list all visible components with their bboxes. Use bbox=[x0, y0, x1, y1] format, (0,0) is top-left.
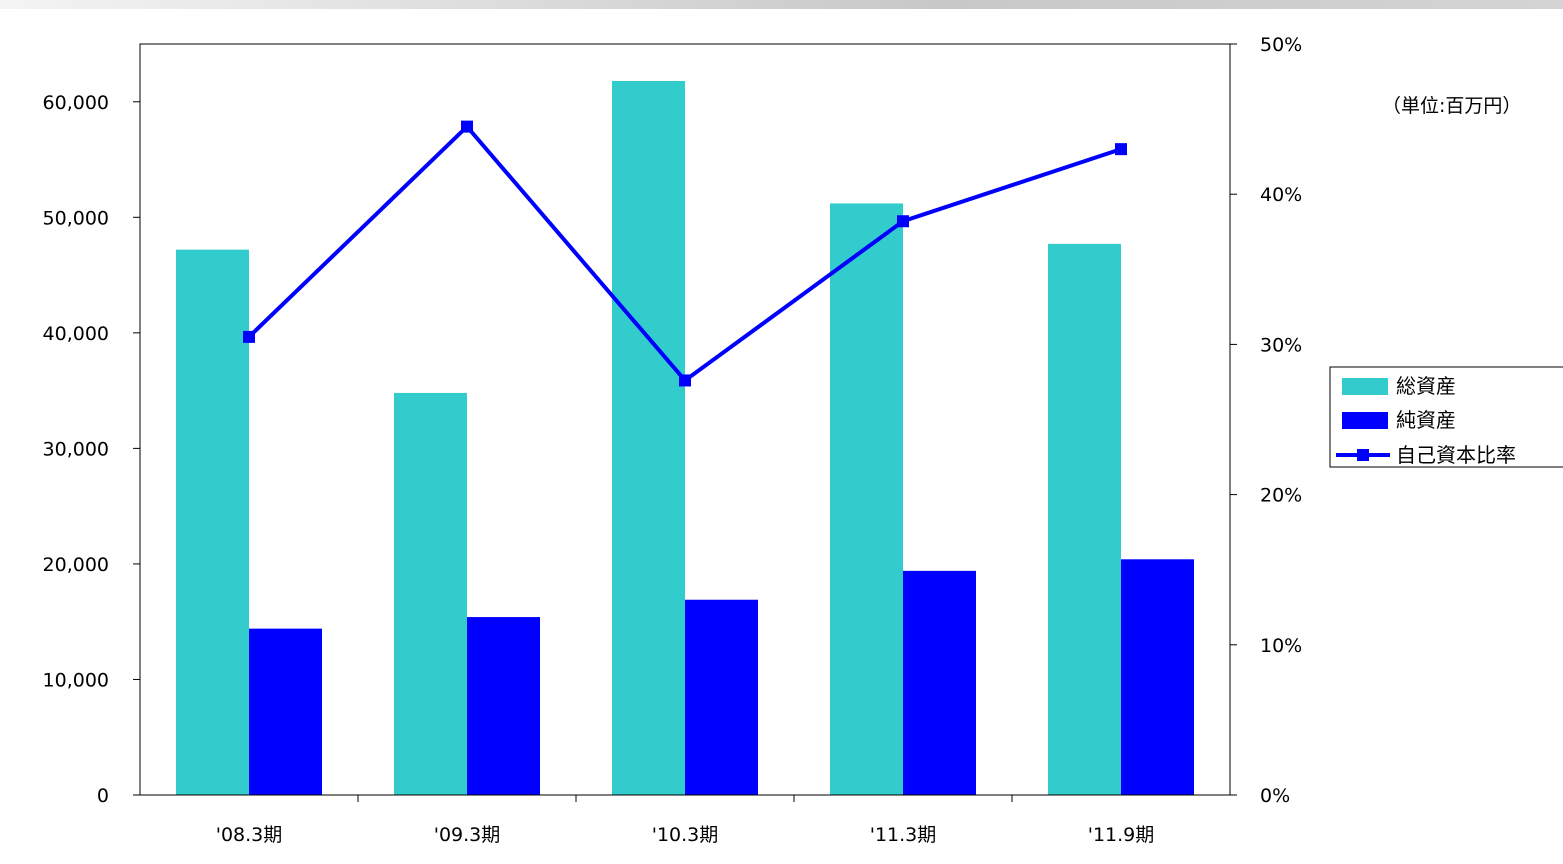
unit-label: （単位:百万円） bbox=[1382, 95, 1521, 117]
bar-total-assets-4 bbox=[1048, 243, 1121, 796]
y-left-tick-label-3: 30,000 bbox=[43, 438, 109, 460]
legend-marker-equity-ratio bbox=[1357, 449, 1369, 461]
legend-label-net-assets: 純資産 bbox=[1396, 408, 1456, 432]
bar-net-assets-1 bbox=[467, 617, 540, 795]
marker-equity-ratio-4 bbox=[1115, 143, 1127, 156]
legend-swatch-net-assets bbox=[1342, 412, 1388, 429]
ticks-layer: '08.3期 '09.3期 '10.3期 '11.3期 '11.9期 0 10,000 20,… bbox=[43, 34, 1303, 846]
y-left-tick-label-6: 60,000 bbox=[43, 92, 109, 114]
legend-label-total-assets: 総資産 bbox=[1396, 374, 1456, 398]
bar-net-assets-0 bbox=[249, 628, 322, 795]
legend-label-equity-ratio: 自己資本比率 bbox=[1396, 443, 1516, 467]
y-right-tick-label-4: 40% bbox=[1260, 184, 1302, 206]
legend: 総資産 純資産 自己資本比率 bbox=[1329, 366, 1563, 468]
bar-net-assets-3 bbox=[903, 570, 976, 795]
y-left-tick-label-4: 40,000 bbox=[43, 323, 109, 345]
y-right-tick-label-5: 50% bbox=[1260, 34, 1302, 56]
y-right-tick-label-0: 0% bbox=[1260, 785, 1290, 807]
legend-swatch-total-assets bbox=[1342, 378, 1388, 395]
bar-total-assets-2 bbox=[612, 80, 685, 796]
bar-total-assets-3 bbox=[830, 203, 903, 796]
bar-total-assets-0 bbox=[176, 249, 249, 796]
line-layer bbox=[243, 120, 1127, 387]
y-left-tick-label-5: 50,000 bbox=[43, 207, 109, 229]
x-tick-label-0: '08.3期 bbox=[216, 824, 283, 846]
top-gradient-bar bbox=[0, 0, 1563, 9]
axes-layer bbox=[139, 43, 1231, 796]
bar-total-assets-1 bbox=[394, 392, 467, 795]
bars-layer bbox=[176, 80, 1194, 796]
x-tick-label-3: '11.3期 bbox=[870, 824, 937, 846]
marker-equity-ratio-2 bbox=[679, 374, 691, 387]
marker-equity-ratio-1 bbox=[461, 120, 473, 133]
y-left-tick-label-0: 0 bbox=[97, 785, 109, 807]
y-left-tick-label-2: 20,000 bbox=[43, 554, 109, 576]
x-tick-label-2: '10.3期 bbox=[652, 824, 719, 846]
y-right-tick-label-1: 10% bbox=[1260, 635, 1302, 657]
x-tick-label-4: '11.9期 bbox=[1088, 824, 1155, 846]
marker-equity-ratio-0 bbox=[243, 330, 255, 343]
marker-equity-ratio-3 bbox=[897, 215, 909, 228]
y-right-tick-label-3: 30% bbox=[1260, 334, 1302, 356]
bar-net-assets-2 bbox=[685, 599, 758, 795]
y-right-tick-label-2: 20% bbox=[1260, 485, 1302, 507]
x-tick-label-1: '09.3期 bbox=[434, 824, 501, 846]
plot-area-frame bbox=[139, 43, 1231, 796]
bar-net-assets-4 bbox=[1121, 559, 1194, 795]
y-left-tick-label-1: 10,000 bbox=[43, 669, 109, 691]
